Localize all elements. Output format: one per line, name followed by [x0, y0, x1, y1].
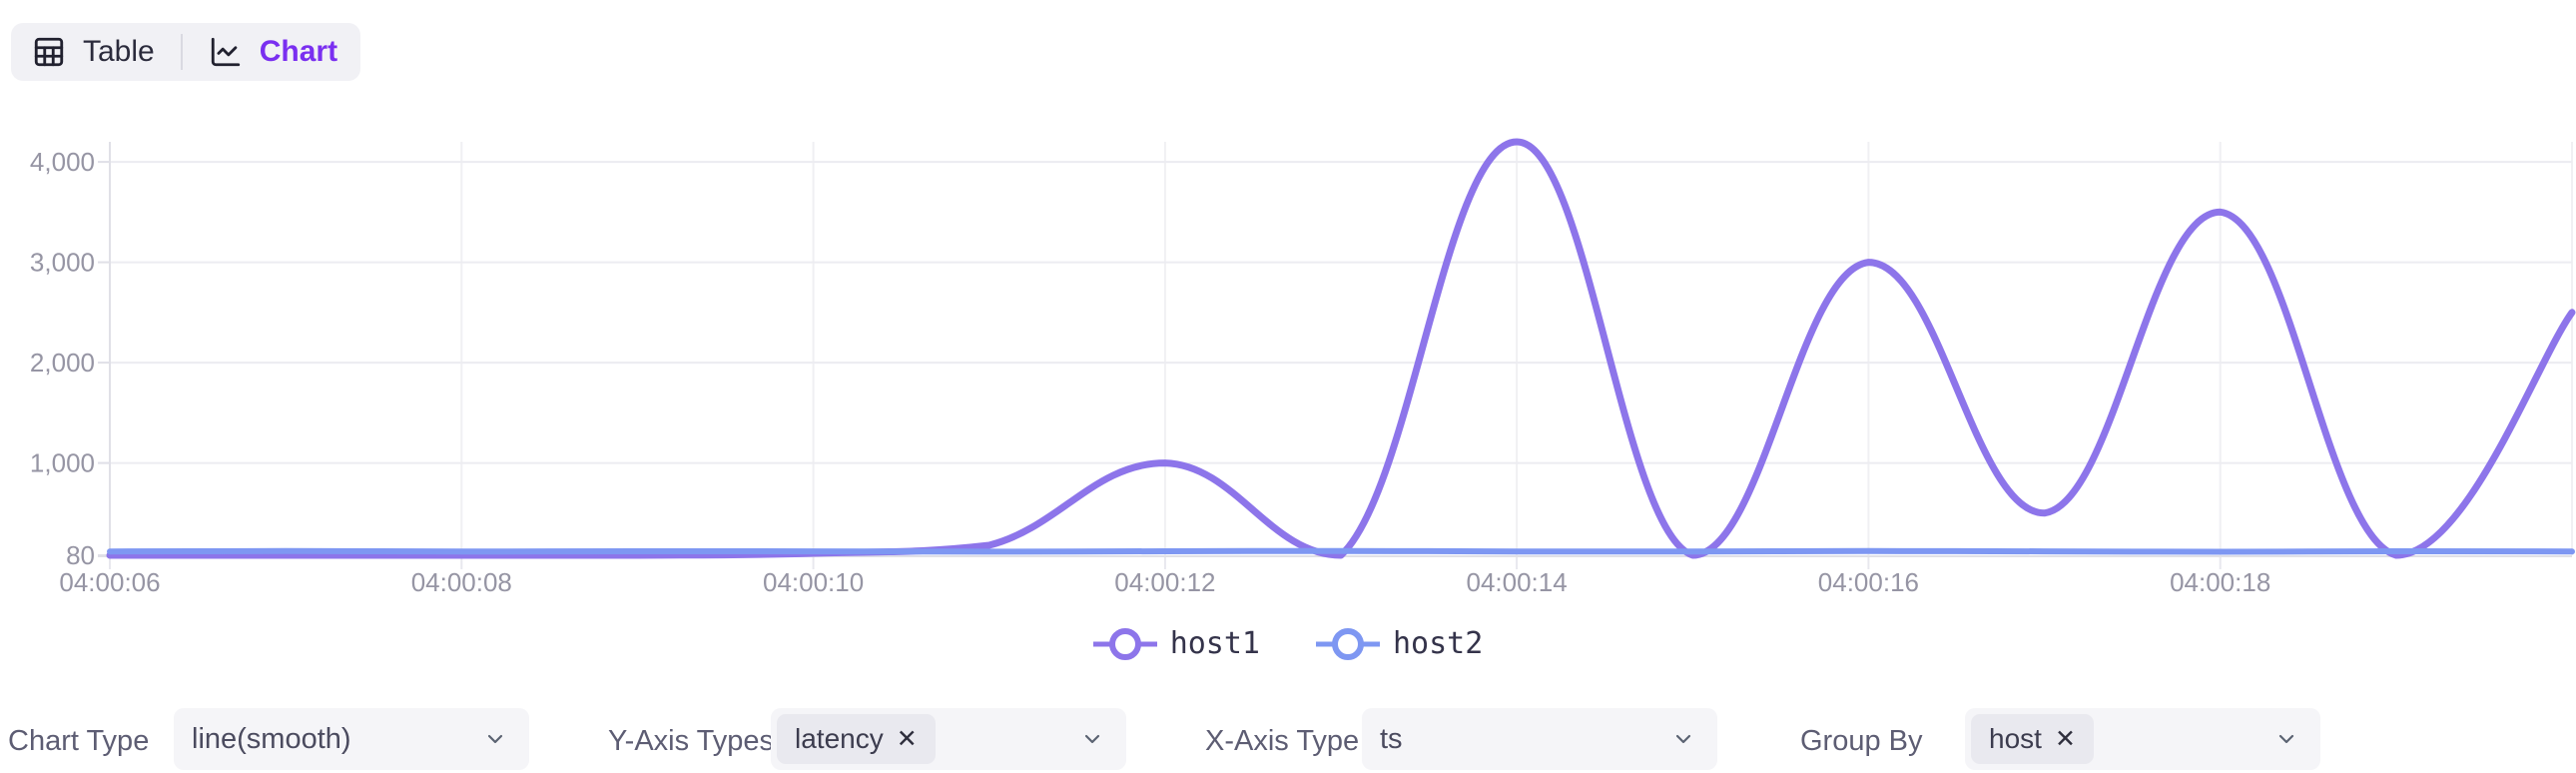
legend-marker-icon: [1092, 628, 1157, 660]
x-axis-label: 04:00:08: [411, 567, 512, 597]
group-by-label: Group By: [1800, 725, 1923, 757]
tab-chart[interactable]: Chart: [209, 35, 337, 69]
y-axis-label: 2,000: [30, 348, 95, 378]
chart-line-icon: [211, 37, 240, 67]
chart-type-label: Chart Type: [8, 725, 150, 757]
y-axis-label: 3,000: [30, 248, 95, 278]
legend-label: host1: [1169, 626, 1260, 661]
legend-label: host2: [1393, 626, 1484, 661]
series-line-host1[interactable]: [106, 138, 2576, 559]
chevron-down-icon: [487, 734, 503, 744]
x-axis-label: 04:00:18: [2170, 567, 2270, 597]
legend-item-host2[interactable]: host2: [1316, 628, 1483, 660]
chart-type-select[interactable]: line(smooth): [174, 708, 529, 770]
x-axis-label: 04:00:16: [1818, 567, 1919, 597]
chart-legend: host1 host2: [0, 619, 2576, 669]
y-axis-types-label: Y-Axis Types: [608, 725, 775, 757]
remove-tag-icon[interactable]: ✕: [2054, 724, 2076, 753]
tag-latency: latency ✕: [777, 714, 936, 764]
chart-type-value: line(smooth): [192, 722, 351, 755]
y-axis-label: 4,000: [30, 147, 95, 177]
y-axis-label: 80: [66, 540, 95, 570]
line-chart[interactable]: 80 1,000 2,000 3,000 4,000 04:00:06 04:00:08 04…: [0, 0, 2576, 614]
table-icon: [34, 37, 64, 67]
tag-host-text: host: [1989, 723, 2042, 754]
tab-table[interactable]: Table: [32, 35, 155, 69]
tab-table-label: Table: [83, 35, 155, 68]
series-line-host2[interactable]: [107, 547, 2575, 555]
legend-marker-icon: [1316, 628, 1380, 660]
y-axis-label: 1,000: [30, 448, 95, 478]
x-axis-label: 04:00:14: [1466, 567, 1567, 597]
chevron-down-icon: [1675, 734, 1691, 744]
tab-divider: [180, 34, 183, 70]
legend-item-host1[interactable]: host1: [1092, 626, 1260, 661]
tag-latency-text: latency: [795, 723, 884, 754]
x-axis-type-select[interactable]: ts: [1362, 708, 1717, 770]
y-axis-types-select[interactable]: latency ✕: [771, 708, 1126, 770]
x-axis-type-value: ts: [1380, 722, 1403, 755]
chevron-down-icon: [2278, 734, 2294, 744]
x-axis-label: 04:00:06: [59, 567, 160, 597]
chevron-down-icon: [1084, 734, 1100, 744]
group-by-select[interactable]: host ✕: [1965, 708, 2320, 770]
tag-host: host ✕: [1971, 714, 2094, 764]
remove-tag-icon[interactable]: ✕: [896, 724, 918, 753]
x-axis-label: 04:00:12: [1114, 567, 1215, 597]
x-axis-label: 04:00:10: [763, 567, 864, 597]
x-axis-type-label: X-Axis Type: [1205, 725, 1360, 757]
tab-chart-label: Chart: [259, 35, 338, 68]
view-switcher: Table Chart: [11, 23, 361, 81]
